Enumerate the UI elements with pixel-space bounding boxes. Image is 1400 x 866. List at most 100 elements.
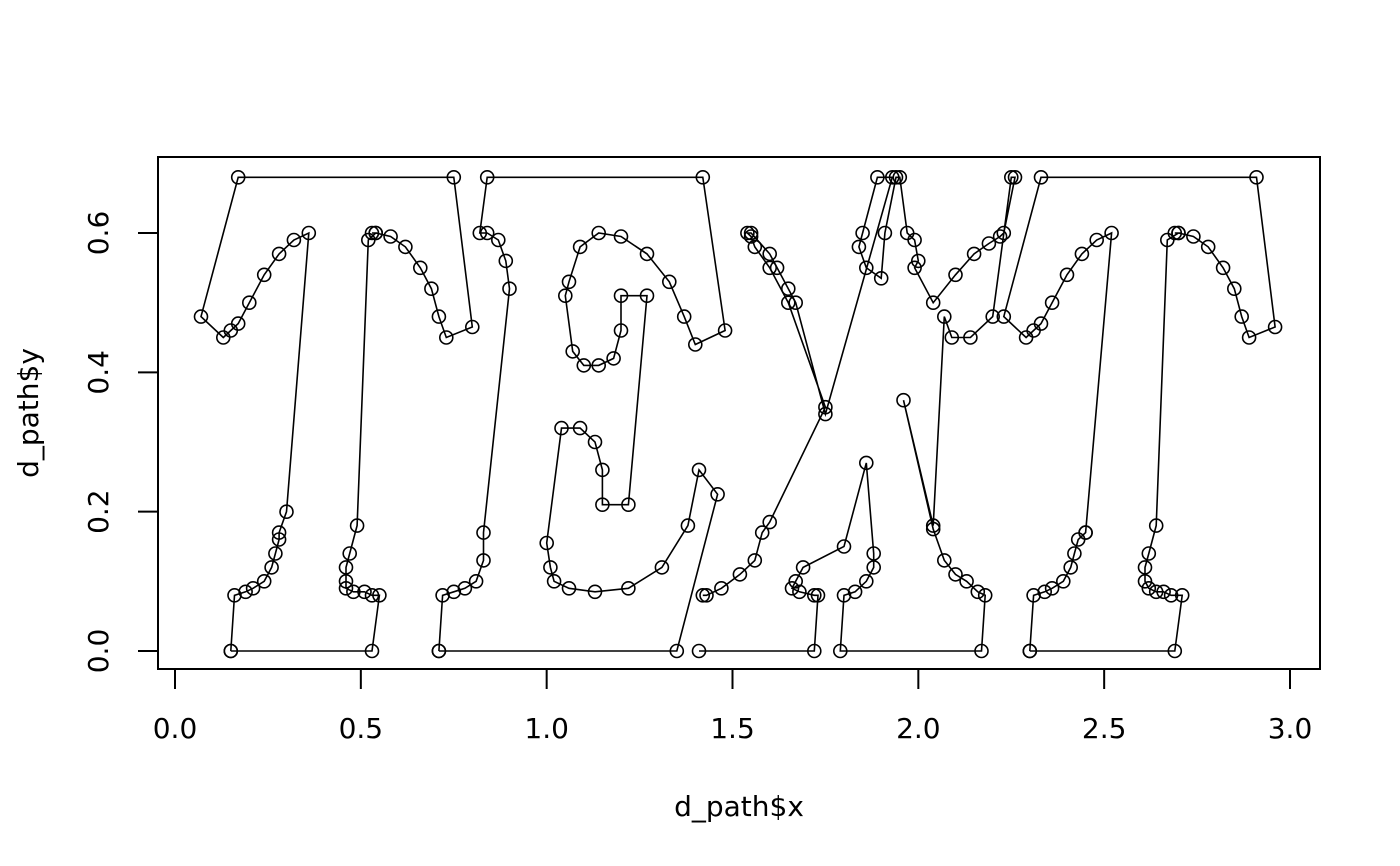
data-point [762, 514, 778, 530]
data-point [457, 580, 473, 596]
data-point [438, 330, 454, 345]
data-point [870, 170, 885, 185]
data-point [591, 225, 607, 241]
data-point [747, 239, 763, 255]
data-point [1003, 170, 1019, 185]
data-point [1148, 584, 1164, 600]
data-point [1137, 560, 1153, 575]
data-point [230, 170, 246, 185]
x-tick-label: 1.5 [710, 712, 755, 745]
data-point [654, 560, 670, 575]
data-point [832, 643, 848, 659]
data-point [714, 580, 729, 596]
data-point [360, 232, 376, 248]
data-point [565, 344, 581, 359]
data-point [699, 587, 714, 603]
data-point [338, 560, 354, 575]
data-point [595, 462, 610, 478]
data-point [431, 643, 447, 659]
data-point [762, 260, 778, 276]
data-point [1074, 246, 1090, 262]
data-point [1141, 546, 1157, 561]
data-point [732, 567, 748, 582]
data-point [490, 232, 506, 248]
data-point [1044, 580, 1060, 596]
data-point [1174, 587, 1190, 603]
data-point [621, 497, 636, 513]
data-point [621, 580, 636, 596]
data-point [710, 486, 725, 502]
data-point [974, 643, 989, 659]
data-point [1044, 295, 1060, 311]
x-tick-label: 2.0 [896, 712, 941, 745]
data-point [810, 587, 826, 603]
data-point [286, 232, 302, 248]
data-point [1137, 573, 1153, 589]
data-point [996, 309, 1012, 324]
data-point [788, 573, 804, 589]
data-point [364, 643, 380, 659]
data-point [687, 337, 703, 352]
data-point [1056, 573, 1071, 589]
data-point [476, 525, 491, 540]
data-point [1007, 170, 1023, 185]
data-point [896, 392, 911, 408]
data-point [639, 288, 655, 304]
data-point [691, 462, 707, 478]
data-point [680, 518, 696, 533]
y-axis: 0.0 0.2 0.4 0.6 [82, 211, 159, 674]
data-point [925, 521, 941, 537]
data-point [970, 584, 986, 600]
data-point [587, 434, 603, 450]
data-point [543, 560, 558, 575]
data-point [364, 225, 380, 241]
data-point [472, 225, 488, 241]
data-point [806, 587, 822, 603]
data-point [561, 580, 577, 596]
data-point [795, 560, 811, 575]
data-point [966, 246, 982, 262]
data-point [1215, 260, 1231, 276]
data-point [587, 584, 603, 600]
data-point [695, 170, 711, 185]
data-point [948, 267, 963, 283]
data-point [981, 236, 997, 251]
data-point [639, 246, 655, 262]
data-point [1141, 580, 1157, 596]
data-point [669, 643, 685, 659]
data-point [1171, 225, 1186, 241]
data-point [613, 323, 629, 338]
data-point [780, 281, 796, 297]
data-point [925, 295, 941, 311]
series-line-3 [699, 176, 1016, 652]
data-point [476, 553, 491, 568]
data-point [613, 288, 629, 304]
data-point [268, 546, 283, 561]
data-point [977, 587, 993, 603]
data-point [554, 420, 569, 436]
plot-box [157, 156, 1321, 670]
data-point [948, 567, 963, 582]
data-point [223, 643, 239, 659]
data-point [847, 584, 863, 600]
data-point [1156, 584, 1171, 600]
data-point [1234, 309, 1249, 324]
y-tick-label: 0.0 [82, 629, 115, 674]
data-point [256, 267, 272, 283]
data-point [754, 525, 770, 540]
data-point [866, 560, 882, 575]
data-point [1022, 643, 1038, 659]
x-tick-label: 0.5 [339, 712, 384, 745]
data-point [242, 295, 257, 311]
data-point [279, 504, 294, 520]
x-axis-title: d_path$x [674, 790, 804, 823]
y-tick-label: 0.4 [82, 350, 115, 395]
data-point [398, 239, 413, 255]
y-tick-label: 0.2 [82, 489, 115, 534]
data-point [907, 260, 922, 276]
data-point [1018, 330, 1034, 345]
data-point [193, 309, 209, 324]
data-point [1078, 525, 1093, 540]
data-point [595, 497, 610, 513]
